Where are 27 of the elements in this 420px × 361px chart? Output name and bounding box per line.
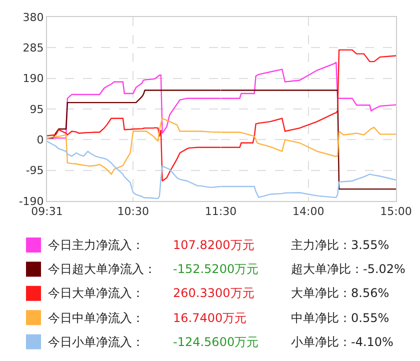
y-tick-label: 95 — [30, 102, 44, 116]
text: -152.5200万元 — [173, 262, 259, 276]
x-tick-label: 10:30 — [117, 205, 149, 218]
y-tick-label: -190 — [18, 194, 44, 208]
text: 中单净比：0.55% — [291, 311, 390, 325]
text: 107.8200万元 — [173, 238, 254, 252]
text: 超大单净比：-5.02% — [291, 262, 406, 276]
y-tick-label: -95 — [26, 164, 44, 178]
legend-label: 今日主力净流入： — [48, 238, 144, 252]
text: 主力净比：3.55% — [291, 238, 390, 252]
y-tick-label: 380 — [22, 10, 44, 24]
legend-label: 今日超大单净流入： — [48, 262, 156, 276]
x-tick-label: 09:31 — [31, 205, 63, 218]
legend-label: 今日中单净流入： — [48, 311, 144, 325]
text: 大单净比：8.56% — [291, 286, 390, 300]
x-tick-label: 11:30 — [204, 205, 237, 218]
x-tick-label: 15:00 — [380, 205, 412, 218]
y-tick-label: 190 — [22, 72, 44, 86]
y-tick-label: 285 — [22, 42, 44, 55]
text: -124.5600万元 — [173, 335, 259, 349]
text: 小单净比：-4.10% — [291, 335, 394, 349]
legend-label: 今日大单净流入： — [48, 286, 144, 300]
text: 260.3300万元 — [173, 286, 254, 300]
legend-label: 今日小单净流入： — [48, 335, 144, 349]
text: 16.7400万元 — [173, 311, 247, 325]
x-tick-label: 14:00 — [292, 205, 324, 218]
y-tick-label: 0 — [36, 134, 44, 147]
